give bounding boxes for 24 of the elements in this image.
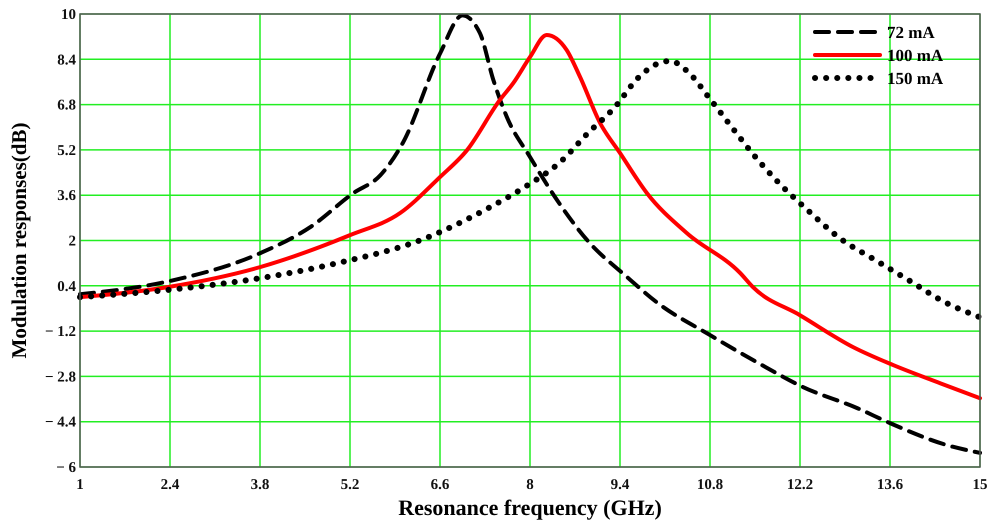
x-tick-label: 15 xyxy=(972,477,988,493)
x-tick-label: 2.4 xyxy=(160,477,180,493)
y-tick-label: 3.6 xyxy=(57,188,76,204)
y-axis-title: Modulation responses(dB) xyxy=(7,122,31,358)
y-tick-label: − 4.4 xyxy=(44,414,76,431)
y-tick-label: 0.4 xyxy=(57,278,76,295)
x-tick-label: 8 xyxy=(526,477,534,493)
x-tick-label: 5.2 xyxy=(340,477,360,493)
y-tick-label: − 2.8 xyxy=(44,369,76,386)
x-tick-label: 9.4 xyxy=(610,477,630,493)
y-tick-label: 2 xyxy=(68,234,76,250)
y-tick-label: − 6 xyxy=(56,460,76,476)
x-axis-title: Resonance frequency (GHz) xyxy=(398,495,662,520)
y-tick-label: 10 xyxy=(61,7,76,23)
x-tick-label: 3.8 xyxy=(250,477,270,493)
y-tick-label: 6.8 xyxy=(57,98,76,114)
x-tick-label: 10.8 xyxy=(696,477,724,493)
x-tick-label: 1 xyxy=(76,477,84,493)
y-tick-label: 8.4 xyxy=(57,52,76,68)
x-tick-label: 12.2 xyxy=(786,477,814,493)
x-tick-label: 13.6 xyxy=(876,477,904,493)
x-tick-label: 6.6 xyxy=(430,477,450,493)
y-tick-label: 5.2 xyxy=(57,142,76,159)
y-tick-label: − 1.2 xyxy=(44,324,76,340)
